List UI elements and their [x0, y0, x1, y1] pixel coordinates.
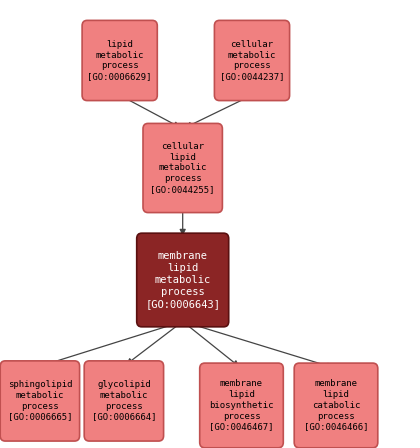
FancyBboxPatch shape: [294, 363, 378, 448]
Text: cellular
metabolic
process
[GO:0044237]: cellular metabolic process [GO:0044237]: [220, 40, 284, 81]
FancyBboxPatch shape: [214, 21, 290, 100]
Text: membrane
lipid
metabolic
process
[GO:0006643]: membrane lipid metabolic process [GO:000…: [145, 251, 220, 309]
FancyBboxPatch shape: [200, 363, 283, 448]
FancyBboxPatch shape: [84, 361, 163, 441]
FancyBboxPatch shape: [82, 21, 157, 100]
Text: membrane
lipid
biosynthetic
process
[GO:0046467]: membrane lipid biosynthetic process [GO:…: [209, 379, 274, 431]
Text: sphingolipid
metabolic
process
[GO:0006665]: sphingolipid metabolic process [GO:00066…: [8, 380, 72, 422]
FancyBboxPatch shape: [137, 233, 229, 327]
FancyBboxPatch shape: [0, 361, 80, 441]
FancyBboxPatch shape: [143, 123, 223, 213]
Text: cellular
lipid
metabolic
process
[GO:0044255]: cellular lipid metabolic process [GO:004…: [150, 142, 215, 194]
Text: glycolipid
metabolic
process
[GO:0006664]: glycolipid metabolic process [GO:0006664…: [92, 380, 156, 422]
Text: lipid
metabolic
process
[GO:0006629]: lipid metabolic process [GO:0006629]: [87, 40, 152, 81]
Text: membrane
lipid
catabolic
process
[GO:0046466]: membrane lipid catabolic process [GO:004…: [304, 379, 368, 431]
